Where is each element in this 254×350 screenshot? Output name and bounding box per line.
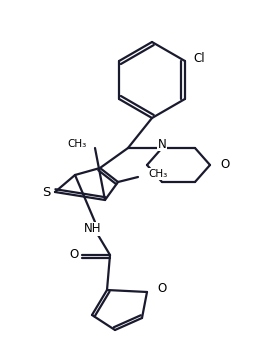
- Text: O: O: [219, 159, 228, 172]
- Text: O: O: [69, 248, 78, 261]
- Text: S: S: [42, 186, 50, 198]
- Text: CH₃: CH₃: [147, 169, 167, 179]
- Text: N: N: [157, 138, 166, 150]
- Text: Cl: Cl: [192, 51, 204, 64]
- Text: CH₃: CH₃: [68, 139, 87, 149]
- Text: NH: NH: [84, 223, 101, 236]
- Text: O: O: [156, 282, 166, 295]
